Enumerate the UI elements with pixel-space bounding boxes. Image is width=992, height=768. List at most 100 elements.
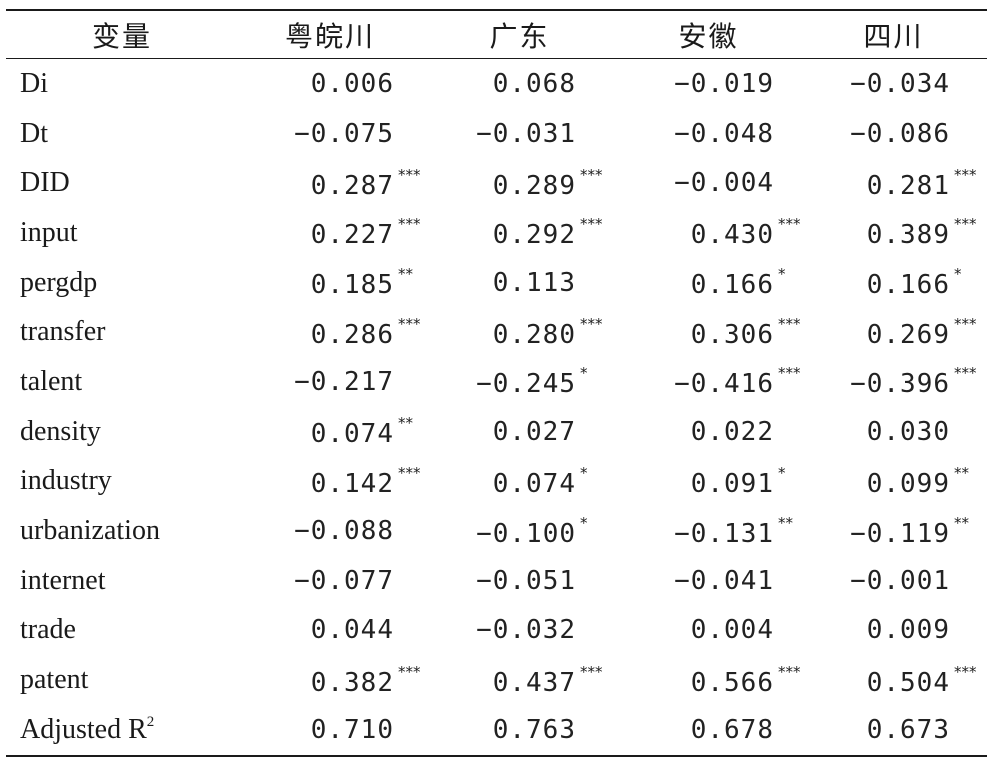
coefficient-wrap: −0.131 **: [660, 514, 793, 549]
variable-label: DID: [20, 167, 70, 199]
coefficient-value: −0.004: [674, 168, 774, 199]
coefficient-wrap: 0.044: [280, 615, 398, 645]
header-guangdong: 广东: [489, 19, 550, 53]
coefficient-value: 0.306: [690, 319, 774, 350]
coefficient-wrap: 0.269 ***: [836, 315, 977, 350]
coefficient-wrap: 0.437 ***: [462, 663, 603, 698]
coefficient-wrap: −0.034: [836, 69, 954, 99]
coefficient-wrap: 0.185 **: [280, 265, 413, 300]
coefficient-value: 0.074: [310, 419, 394, 450]
significance-stars: ***: [954, 165, 977, 184]
coefficient-value: −0.077: [294, 565, 394, 596]
coefficient-wrap: −0.088: [280, 516, 398, 546]
header-sichuan: 四川: [863, 19, 924, 53]
coefficient-value: 0.099: [866, 468, 950, 499]
coefficient-value: 0.269: [866, 319, 950, 350]
coefficient-wrap: 0.027: [462, 417, 580, 447]
significance-stars: ***: [398, 165, 421, 184]
coefficient-cell: −0.119 **: [800, 506, 987, 556]
table-row: urbanization −0.088 −0.100 * −0.131 ** −0.119 *…: [6, 506, 987, 556]
coefficient-value: 0.022: [690, 416, 774, 447]
table-row: industry 0.142 *** 0.074 * 0.091 * 0.099 **: [6, 457, 987, 507]
significance-stars: ***: [954, 662, 977, 681]
variable-label: pergdp: [20, 266, 98, 298]
coefficient-cell: 0.030: [800, 407, 987, 457]
variable-label: patent: [20, 664, 89, 696]
coefficient-wrap: 0.068: [462, 69, 580, 99]
coefficient-value: 0.185: [310, 270, 394, 301]
coefficient-wrap: 0.227 ***: [280, 215, 421, 250]
coefficient-cell: −0.077: [238, 556, 422, 606]
variable-label: Dt: [20, 117, 48, 149]
coefficient-value: −0.217: [294, 366, 394, 397]
coefficient-wrap: 0.166 *: [836, 265, 962, 300]
significance-stars: **: [398, 414, 413, 433]
significance-stars: *: [778, 265, 786, 284]
variable-name: transfer: [6, 307, 238, 357]
coefficient-wrap: 0.074 *: [462, 464, 588, 499]
variable-name: urbanization: [6, 506, 238, 556]
coefficient-cell: 0.009: [800, 606, 987, 656]
coefficient-cell: 0.227 ***: [238, 208, 422, 258]
coefficient-value: 0.074: [492, 468, 576, 499]
coefficient-cell: 0.006: [238, 59, 422, 109]
regression-table-container: 变量 粤皖川 广东 安徽 四川 Di 0.006 0.068 −0.019 −0.034…: [6, 9, 987, 757]
coefficient-wrap: 0.710: [280, 715, 398, 745]
table-row: input 0.227 *** 0.292 *** 0.430 *** 0.389 ***: [6, 208, 987, 258]
variable-label: industry: [20, 465, 112, 497]
coefficient-wrap: −0.245 *: [462, 364, 588, 400]
coefficient-value: 0.287: [310, 170, 394, 201]
coefficient-value: 0.437: [492, 667, 576, 698]
coefficient-value: 0.289: [492, 170, 576, 201]
coefficient-cell: 0.166 *: [800, 258, 987, 308]
coefficient-wrap: 0.389 ***: [836, 215, 977, 250]
significance-stars: ***: [398, 215, 421, 234]
coefficient-wrap: −0.048: [660, 119, 778, 149]
variable-label: density: [20, 415, 101, 447]
table-row: Adjusted R2 0.710 0.763 0.678 0.673: [6, 705, 987, 755]
coefficient-cell: 0.044: [238, 606, 422, 656]
coefficient-cell: 0.091 *: [617, 457, 800, 507]
coefficient-value: 0.030: [866, 416, 950, 447]
coefficient-value: −0.245: [476, 369, 576, 400]
coefficient-cell: −0.034: [800, 59, 987, 109]
coefficient-cell: 0.287 ***: [238, 158, 422, 208]
table-row: patent 0.382 *** 0.437 *** 0.566 *** 0.504 ***: [6, 655, 987, 705]
variable-name: Di: [6, 59, 238, 109]
variable-label: internet: [20, 564, 106, 596]
coefficient-value: 0.004: [690, 615, 774, 646]
variable-label: input: [20, 216, 78, 248]
coefficient-cell: −0.031: [422, 109, 617, 159]
coefficient-wrap: 0.678: [660, 715, 778, 745]
significance-stars: ***: [778, 215, 801, 234]
coefficient-value: 0.281: [866, 170, 950, 201]
table-row: pergdp 0.185 ** 0.113 0.166 * 0.166 *: [6, 258, 987, 308]
coefficient-value: 0.009: [866, 615, 950, 646]
table-header: 变量 粤皖川 广东 安徽 四川: [6, 11, 987, 58]
table-row: density 0.074 ** 0.027 0.022 0.030: [6, 407, 987, 457]
coefficient-value: 0.710: [310, 714, 394, 745]
coefficient-cell: 0.289 ***: [422, 158, 617, 208]
table-row: transfer 0.286 *** 0.280 *** 0.306 *** 0.269 ***: [6, 307, 987, 357]
significance-stars: *: [580, 364, 588, 383]
coefficient-cell: 0.566 ***: [617, 655, 801, 705]
coefficient-cell: 0.074 *: [422, 457, 617, 507]
coefficient-cell: 0.430 ***: [617, 208, 801, 258]
coefficient-value: 0.678: [690, 714, 774, 745]
coefficient-wrap: 0.091 *: [660, 464, 786, 499]
coefficient-wrap: −0.041: [660, 566, 778, 596]
coefficient-cell: 0.281 ***: [800, 158, 987, 208]
coefficient-wrap: −0.077: [280, 566, 398, 596]
header-yue-wan-chuan: 粤皖川: [284, 19, 375, 53]
significance-stars: ***: [398, 463, 421, 482]
coefficient-value: 0.166: [690, 270, 774, 301]
coefficient-wrap: 0.113: [462, 268, 580, 298]
coefficient-cell: −0.004: [617, 158, 800, 208]
coefficient-value: 0.068: [492, 68, 576, 99]
coefficient-wrap: 0.289 ***: [462, 166, 603, 201]
coefficient-cell: 0.437 ***: [422, 655, 617, 705]
coefficient-cell: −0.088: [238, 506, 422, 556]
coefficient-value: 0.280: [492, 319, 576, 350]
coefficient-value: −0.048: [674, 118, 774, 149]
table-body: Di 0.006 0.068 −0.019 −0.034 Dt −0.075 −0.031 −0…: [6, 59, 987, 755]
